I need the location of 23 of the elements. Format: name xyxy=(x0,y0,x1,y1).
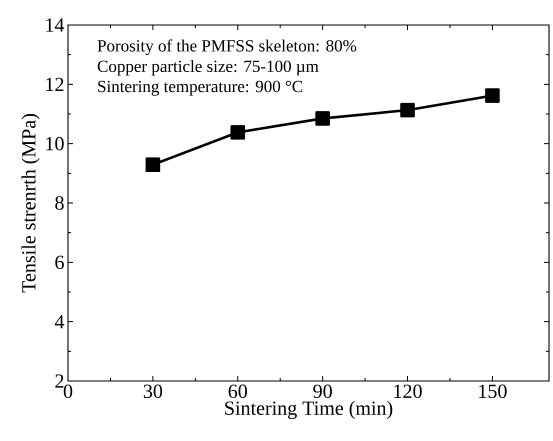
annotation: Sintering temperature: 900 °C xyxy=(98,80,302,96)
point xyxy=(400,102,415,118)
y-tick-label: 12 xyxy=(46,78,64,91)
x-tick-label: 30 xyxy=(144,384,162,398)
point xyxy=(315,111,330,126)
y-tick-label: 4 xyxy=(54,315,64,328)
point xyxy=(485,88,500,103)
y-tick-label: 2 xyxy=(55,374,64,388)
annotation: Porosity of the PMFSS skeleton: 80% xyxy=(98,39,356,56)
y-tick-label: 8 xyxy=(55,196,64,210)
y-tick-label: 14 xyxy=(46,18,64,32)
x-tick-label: 0 xyxy=(64,384,72,398)
x-tick-label: 150 xyxy=(479,384,507,398)
y-axis-title: Tensile strenrth (MPa) xyxy=(22,114,40,292)
x-tick-label: 120 xyxy=(394,384,422,398)
y-tick-label: 6 xyxy=(55,256,64,270)
point xyxy=(146,157,160,172)
point xyxy=(230,125,246,140)
y-tick-label: 10 xyxy=(46,136,64,150)
x-tick-label: 60 xyxy=(228,384,247,398)
annotation: Copper particle size: 75-100 µm xyxy=(98,60,319,76)
x-axis-title: Sintering Time (min) xyxy=(225,400,392,420)
x-tick-label: 90 xyxy=(313,384,332,398)
